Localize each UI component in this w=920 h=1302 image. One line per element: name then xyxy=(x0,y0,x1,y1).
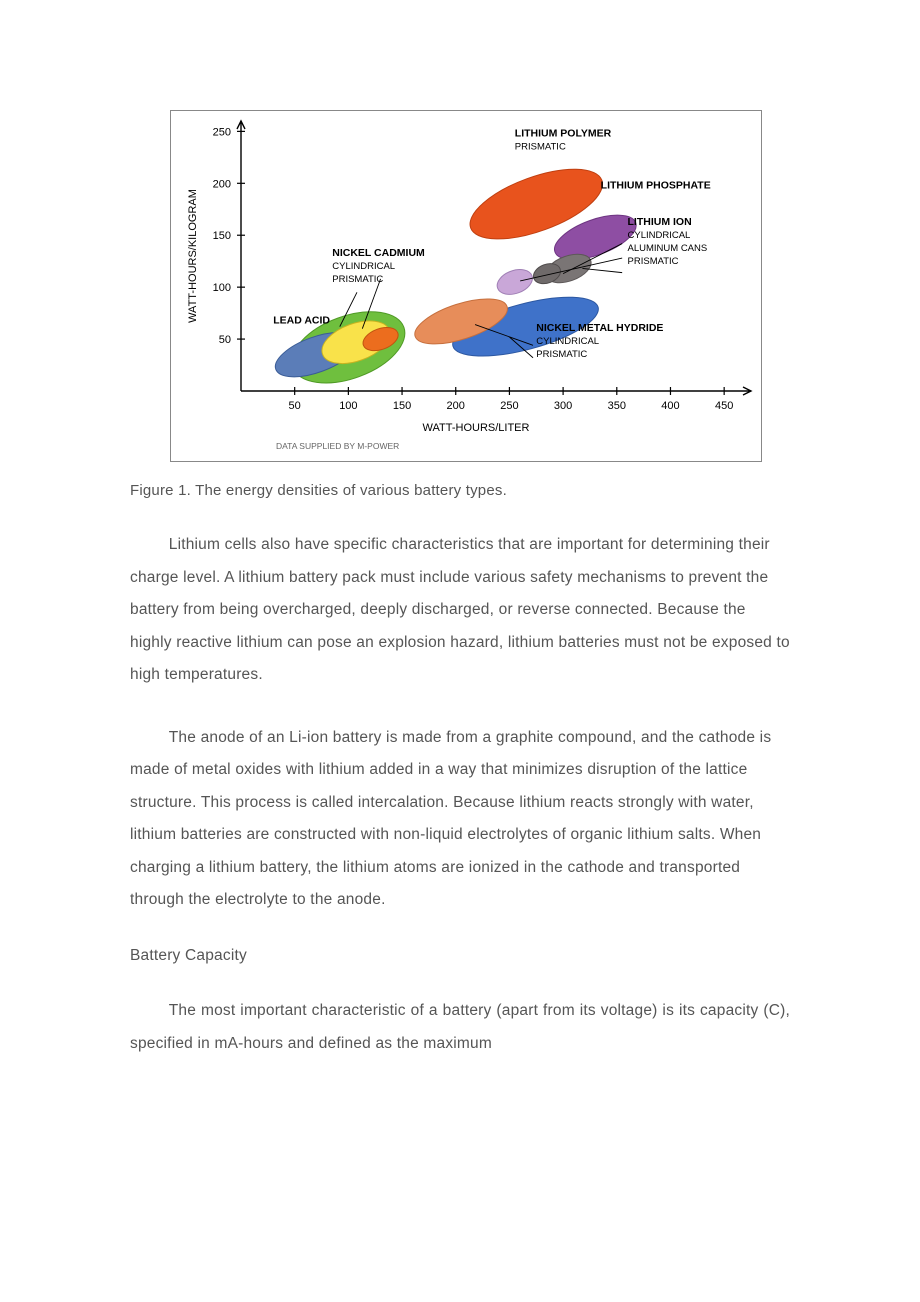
chart-label: NICKEL METAL HYDRIDE xyxy=(536,322,663,334)
svg-text:100: 100 xyxy=(213,282,231,294)
svg-text:100: 100 xyxy=(339,400,357,412)
svg-text:50: 50 xyxy=(289,400,301,412)
figure-1-chart: 50 100 150 200 250 300 350 400 450 50 100 150 200 250… xyxy=(170,110,762,462)
svg-text:150: 150 xyxy=(213,230,231,242)
section-heading-battery-capacity: Battery Capacity xyxy=(130,947,790,965)
svg-text:PRISMATIC: PRISMATIC xyxy=(332,274,383,285)
figure-caption: Figure 1. The energy densities of variou… xyxy=(130,482,790,499)
svg-text:PRISMATIC: PRISMATIC xyxy=(628,256,679,267)
svg-text:DATA SUPPLIED BY M-POWER: DATA SUPPLIED BY M-POWER xyxy=(276,441,399,451)
svg-text:400: 400 xyxy=(661,400,679,412)
svg-text:450: 450 xyxy=(715,400,733,412)
svg-text:PRISMATIC: PRISMATIC xyxy=(536,349,587,360)
svg-text:ALUMINUM CANS: ALUMINUM CANS xyxy=(628,243,708,254)
paragraph-2: The anode of an Li-ion battery is made f… xyxy=(130,722,790,917)
svg-text:CYLINDRICAL: CYLINDRICAL xyxy=(628,230,691,241)
svg-text:300: 300 xyxy=(554,400,572,412)
svg-text:250: 250 xyxy=(213,126,231,138)
svg-text:WATT-HOURS/KILOGRAM: WATT-HOURS/KILOGRAM xyxy=(187,189,199,323)
chart-label: NICKEL CADMIUM xyxy=(332,247,425,259)
svg-text:WATT-HOURS/LITER: WATT-HOURS/LITER xyxy=(423,422,530,434)
svg-text:200: 200 xyxy=(447,400,465,412)
svg-text:350: 350 xyxy=(608,400,626,412)
svg-text:200: 200 xyxy=(213,178,231,190)
svg-text:250: 250 xyxy=(500,400,518,412)
ellipse-liion-al xyxy=(494,265,536,299)
chart-label: LITHIUM POLYMER xyxy=(515,128,612,140)
svg-text:50: 50 xyxy=(219,334,231,346)
svg-text:PRISMATIC: PRISMATIC xyxy=(515,142,566,153)
paragraph-1: Lithium cells also have specific charact… xyxy=(130,529,790,692)
chart-label: LEAD ACID xyxy=(273,315,330,327)
paragraph-3: The most important characteristic of a b… xyxy=(130,995,790,1060)
svg-text:CYLINDRICAL: CYLINDRICAL xyxy=(332,261,395,272)
chart-label: LITHIUM PHOSPHATE xyxy=(601,180,711,192)
chart-label: LITHIUM ION xyxy=(628,216,692,228)
svg-text:150: 150 xyxy=(393,400,411,412)
svg-text:CYLINDRICAL: CYLINDRICAL xyxy=(536,336,599,347)
